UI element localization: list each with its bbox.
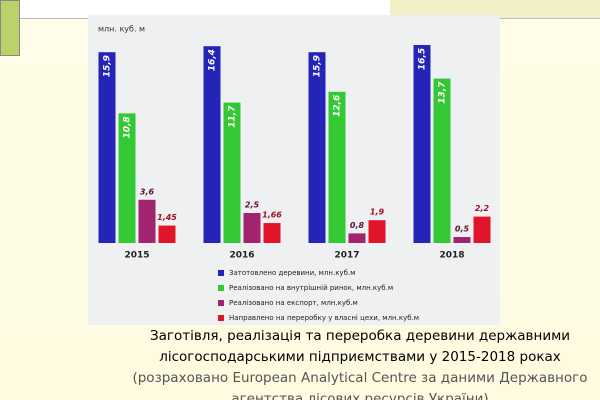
legend-swatch	[218, 270, 224, 276]
x-tick-label: 2016	[229, 251, 254, 261]
corner-square	[0, 0, 20, 56]
value-label: 0,8	[350, 221, 365, 230]
caption-main: Заготівля, реалізація та переробка дерев…	[149, 328, 571, 365]
bar	[433, 78, 451, 243]
value-label: 1,66	[262, 211, 282, 220]
legend-swatch	[218, 285, 224, 291]
bar	[138, 199, 156, 243]
bar	[453, 237, 471, 243]
x-tick-label: 2018	[439, 251, 464, 261]
value-label: 15,9	[103, 55, 113, 77]
value-label: 2,5	[245, 201, 260, 210]
bar	[118, 113, 136, 244]
caption: Заготівля, реалізація та переробка дерев…	[110, 326, 600, 400]
bar	[98, 52, 116, 244]
legend-label: Реалізовано на внутрішній ринок, млн.куб…	[229, 284, 393, 292]
value-label: 13,7	[438, 81, 448, 104]
value-label: 10,8	[123, 116, 133, 138]
bar	[368, 220, 386, 243]
bar	[348, 233, 366, 243]
bar	[158, 225, 176, 243]
legend-swatch	[218, 315, 224, 321]
value-label: 1,45	[157, 213, 177, 222]
bar	[308, 52, 326, 244]
chart: млн. куб. м 2015 15,9 10,8 3,6 1,45 2016 16,4 1…	[88, 15, 500, 325]
bar	[263, 223, 281, 243]
value-label: 16,5	[418, 48, 428, 70]
value-label: 2,2	[475, 204, 490, 213]
x-tick-label: 2017	[334, 251, 359, 261]
value-label: 11,7	[228, 105, 238, 128]
value-label: 1,9	[370, 208, 385, 217]
unit-label: млн. куб. м	[98, 25, 145, 34]
legend-label: Затотовлено деревини, млн.куб.м	[229, 269, 355, 277]
bar	[473, 216, 491, 243]
chart-background	[88, 15, 500, 325]
value-label: 12,6	[333, 95, 343, 117]
value-label: 0,5	[455, 225, 470, 234]
bar	[413, 45, 431, 243]
value-label: 3,6	[140, 187, 155, 196]
legend-swatch	[218, 300, 224, 306]
x-tick-label: 2015	[124, 251, 149, 261]
bar	[243, 213, 261, 243]
bar	[328, 91, 346, 243]
caption-source: (розраховано European Analytical Centre …	[132, 370, 588, 400]
legend-label: Направлено на переробку у власні цехи, м…	[229, 314, 419, 322]
value-label: 16,4	[208, 49, 218, 71]
legend-label: Реалізовано на експорт, млн.куб.м	[229, 299, 358, 307]
bar	[223, 102, 241, 243]
bar	[203, 46, 221, 244]
value-label: 15,9	[313, 55, 323, 77]
